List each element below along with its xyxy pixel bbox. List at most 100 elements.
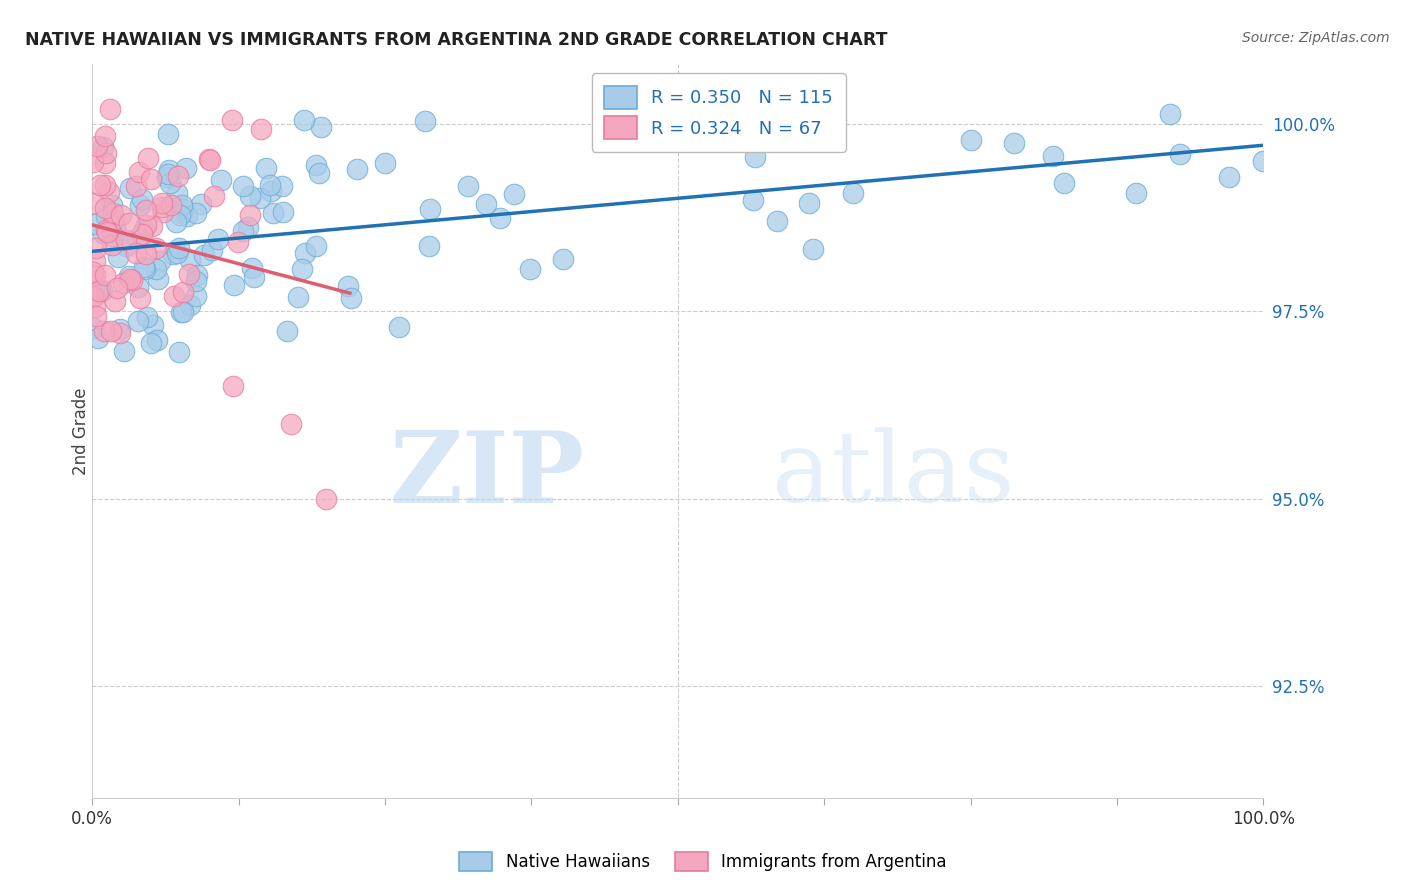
Point xyxy=(115,238,138,252)
Point xyxy=(254,161,277,175)
Point xyxy=(162,246,184,260)
Point xyxy=(1218,169,1240,184)
Point xyxy=(135,247,157,261)
Point xyxy=(236,219,259,234)
Point xyxy=(287,290,309,304)
Point xyxy=(308,166,330,180)
Point xyxy=(198,152,221,166)
Point xyxy=(101,198,124,212)
Point xyxy=(172,202,194,216)
Point xyxy=(148,253,170,268)
Point xyxy=(167,241,190,255)
Point xyxy=(128,165,150,179)
Point xyxy=(110,208,132,222)
Point xyxy=(94,223,117,237)
Point xyxy=(94,146,117,161)
Point xyxy=(617,134,640,148)
Point xyxy=(94,156,117,170)
Point xyxy=(374,156,396,170)
Point xyxy=(101,224,124,238)
Point xyxy=(84,268,107,283)
Point xyxy=(150,195,173,210)
Text: Source: ZipAtlas.com: Source: ZipAtlas.com xyxy=(1241,31,1389,45)
Point xyxy=(170,198,193,212)
Point xyxy=(167,169,190,183)
Point xyxy=(174,161,197,175)
Point xyxy=(179,253,201,268)
Point xyxy=(209,172,232,186)
Point xyxy=(179,267,201,281)
Point xyxy=(239,208,262,222)
Point xyxy=(125,232,148,246)
Point xyxy=(1168,146,1191,161)
Point xyxy=(82,155,104,169)
Point xyxy=(94,178,117,193)
Point xyxy=(176,209,198,223)
Point xyxy=(110,326,132,340)
Point xyxy=(474,197,496,211)
Point xyxy=(87,331,110,345)
Point xyxy=(103,219,125,233)
Point xyxy=(291,262,314,277)
Point xyxy=(1253,154,1275,169)
Point xyxy=(190,196,212,211)
Point xyxy=(502,187,524,202)
Point xyxy=(90,284,112,298)
Point xyxy=(136,151,159,165)
Point xyxy=(172,285,194,299)
Point xyxy=(135,203,157,218)
Point xyxy=(94,129,117,144)
Point xyxy=(134,261,156,276)
Point xyxy=(152,205,174,219)
Point xyxy=(744,150,766,164)
Point xyxy=(198,153,221,168)
Point xyxy=(103,294,125,309)
Point xyxy=(166,186,188,201)
Point xyxy=(346,161,368,176)
Point xyxy=(141,219,163,234)
Point xyxy=(98,102,121,116)
Point xyxy=(519,261,541,276)
Y-axis label: 2nd Grade: 2nd Grade xyxy=(72,387,90,475)
Point xyxy=(292,113,315,128)
Legend: R = 0.350   N = 115, R = 0.324   N = 67: R = 0.350 N = 115, R = 0.324 N = 67 xyxy=(592,73,846,152)
Point xyxy=(97,185,120,199)
Point xyxy=(159,176,181,190)
Point xyxy=(146,272,169,286)
Point xyxy=(94,268,117,282)
Text: ZIP: ZIP xyxy=(389,426,583,524)
Point xyxy=(157,163,180,178)
Point xyxy=(101,229,124,244)
Point xyxy=(207,232,229,246)
Point xyxy=(101,237,124,252)
Point xyxy=(166,246,188,260)
Point xyxy=(172,305,194,319)
Point xyxy=(797,195,820,210)
Point xyxy=(1125,186,1147,200)
Point xyxy=(418,239,440,253)
Point xyxy=(93,324,115,338)
Point xyxy=(201,243,224,257)
Point xyxy=(118,216,141,230)
Point xyxy=(842,186,865,201)
Point xyxy=(125,178,148,193)
Point xyxy=(276,324,298,338)
Point xyxy=(89,282,111,296)
Point xyxy=(165,215,187,229)
Point xyxy=(132,260,155,274)
Point xyxy=(94,201,117,215)
Point xyxy=(118,268,141,283)
Point xyxy=(120,272,142,286)
Point xyxy=(135,218,157,232)
Point xyxy=(84,241,107,255)
Legend: Native Hawaiians, Immigrants from Argentina: Native Hawaiians, Immigrants from Argent… xyxy=(451,843,955,880)
Point xyxy=(249,191,271,205)
Point xyxy=(222,277,245,292)
Point xyxy=(82,321,104,335)
Point xyxy=(1159,106,1181,120)
Point xyxy=(232,224,254,238)
Point xyxy=(94,210,117,224)
Point xyxy=(83,289,105,303)
Point xyxy=(84,301,107,315)
Point xyxy=(89,178,111,192)
